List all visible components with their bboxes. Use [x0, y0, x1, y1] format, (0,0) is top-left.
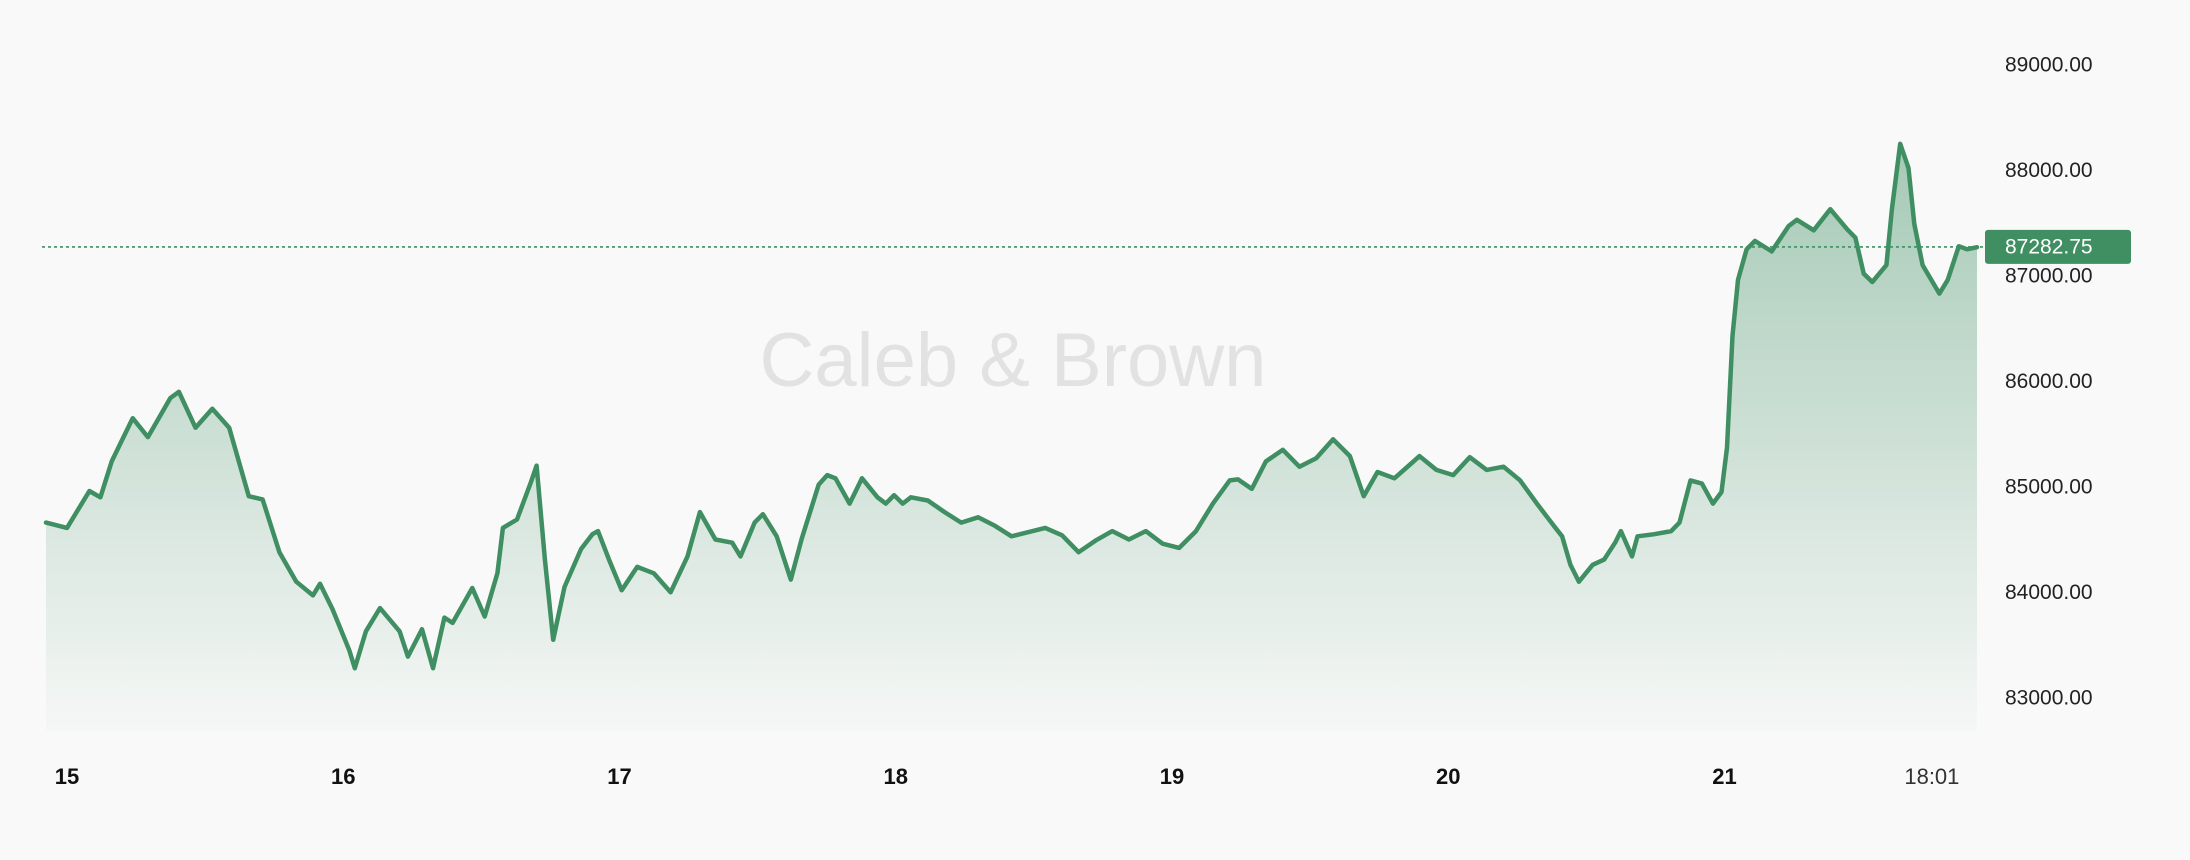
y-tick-label: 89000.00	[2005, 53, 2093, 76]
current-price-label: 87282.75	[2005, 235, 2093, 258]
x-tick-label: 18	[884, 764, 908, 789]
y-tick-label: 84000.00	[2005, 581, 2093, 604]
current-price-badge	[1985, 229, 2131, 264]
x-tick-label: 20	[1436, 764, 1460, 789]
line	[43, 141, 1980, 671]
area	[46, 143, 1977, 731]
y-tick-label: 83000.00	[2005, 686, 2093, 709]
y-tick-label: 87000.00	[2005, 264, 2093, 287]
y-tick-label: 85000.00	[2005, 475, 2093, 498]
x-tick-label: 19	[1160, 764, 1184, 789]
x-tick-label: 21	[1712, 764, 1736, 789]
x-tick-label: 15	[55, 764, 79, 789]
x-tick-label: 18:01	[1904, 764, 1959, 789]
x-tick-label: 17	[607, 764, 631, 789]
watermark: Caleb & Brown	[760, 318, 1267, 403]
y-tick-label: 88000.00	[2005, 159, 2093, 182]
y-tick-label: 86000.00	[2005, 370, 2093, 393]
x-tick-label: 16	[331, 764, 355, 789]
